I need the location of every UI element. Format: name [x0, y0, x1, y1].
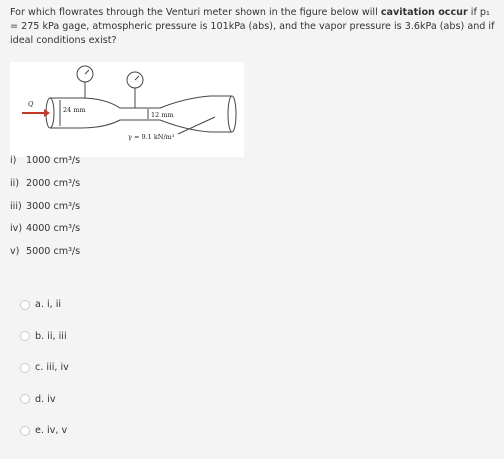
option-item: ii) 2000 cm³/s [10, 178, 80, 189]
figure-label: γ = 9.1 kN/m³ [128, 133, 175, 141]
answer-choice[interactable]: d. iv [20, 394, 56, 405]
choice-text: c. iii, iv [35, 362, 69, 373]
item-text: 2000 cm³/s [26, 177, 81, 189]
radio-button[interactable] [20, 425, 30, 436]
choice-text: e. iv, v [35, 425, 68, 436]
item-label: v) [10, 246, 20, 258]
option-item: i) 1000 cm³/s [10, 155, 80, 166]
radio-button[interactable] [20, 331, 30, 341]
option-item: iii) 3000 cm³/s [10, 201, 80, 212]
figure-label: 24 mm [63, 106, 86, 114]
option-item: iv) 4000 cm³/s [10, 223, 80, 234]
item-text: 3000 cm³/s [26, 200, 81, 212]
choice-text: a. i, ii [35, 299, 62, 310]
answer-choice[interactable]: a. i, ii [20, 299, 61, 310]
item-label: iii) [10, 200, 22, 212]
item-label: ii) [10, 177, 20, 189]
question-text: For which flowrates through the Venturi … [10, 7, 381, 18]
item-text: 5000 cm³/s [26, 246, 81, 258]
item-label: i) [10, 155, 17, 166]
question-emphasis: cavitation occur [380, 7, 468, 18]
figure-label: 12 mm [151, 111, 174, 119]
item-text: 4000 cm³/s [26, 223, 81, 235]
item-text: 1000 cm³/s [26, 155, 81, 166]
question: For which flowrates through the Venturi … [10, 6, 498, 48]
radio-button[interactable] [20, 394, 30, 404]
figure-label: Q [28, 100, 34, 108]
question-text: if p₁ = 275 kPa gage, atmospheric pressu… [10, 7, 495, 46]
choice-text: b. ii, iii [35, 330, 67, 342]
answer-choice[interactable]: e. iv, v [20, 425, 67, 436]
choice-text: d. iv [35, 393, 56, 405]
option-item: v) 5000 cm³/s [10, 246, 80, 257]
answer-choice[interactable]: b. ii, iii [20, 331, 67, 342]
radio-button[interactable] [20, 299, 30, 310]
radio-button[interactable] [20, 362, 30, 373]
venturi-figure: Q 24 mm 12 mm γ = 9.1 kN/m³ [10, 62, 244, 157]
item-label: iv) [10, 223, 23, 235]
answer-choice[interactable]: c. iii, iv [20, 362, 69, 373]
